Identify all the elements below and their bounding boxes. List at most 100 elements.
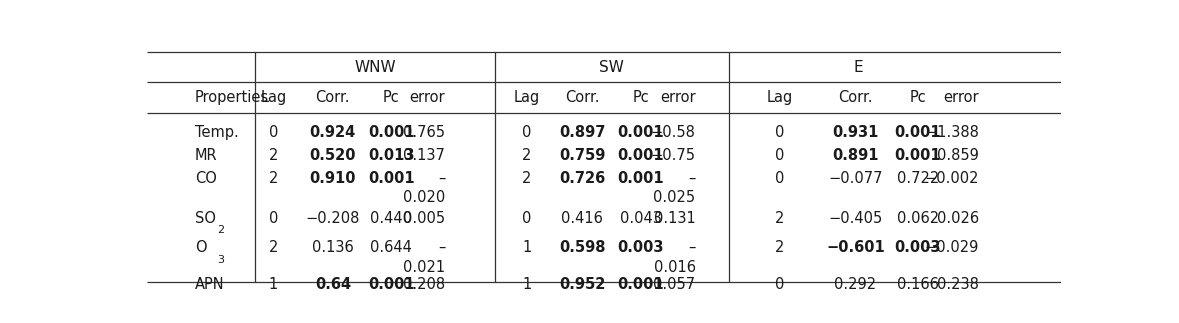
Text: Lag: Lag xyxy=(261,90,286,105)
Text: 2: 2 xyxy=(522,171,532,185)
Text: Corr.: Corr. xyxy=(838,90,872,105)
Text: 0: 0 xyxy=(775,171,784,185)
Text: 0.001: 0.001 xyxy=(618,171,664,185)
Text: 0.005: 0.005 xyxy=(403,211,446,226)
Text: 0: 0 xyxy=(522,125,532,140)
Text: 0: 0 xyxy=(775,125,784,140)
Text: 2: 2 xyxy=(269,240,278,255)
Text: 0.136: 0.136 xyxy=(312,240,354,255)
Text: 0.952: 0.952 xyxy=(559,277,606,292)
Text: Lag: Lag xyxy=(513,90,540,105)
Text: 0: 0 xyxy=(775,148,784,163)
Text: 1: 1 xyxy=(522,277,532,292)
Text: Pc: Pc xyxy=(632,90,650,105)
Text: 0.001: 0.001 xyxy=(618,148,664,163)
Text: 2: 2 xyxy=(775,240,784,255)
Text: 0.644: 0.644 xyxy=(370,240,413,255)
Text: Pc: Pc xyxy=(909,90,926,105)
Text: APN: APN xyxy=(195,277,224,292)
Text: 0.025: 0.025 xyxy=(653,191,696,205)
Text: −0.077: −0.077 xyxy=(829,171,883,185)
Text: E: E xyxy=(854,60,863,75)
Text: O: O xyxy=(195,240,206,255)
Text: 0.001: 0.001 xyxy=(618,277,664,292)
Text: 0.001: 0.001 xyxy=(368,277,415,292)
Text: SO: SO xyxy=(195,211,216,226)
Text: 0: 0 xyxy=(522,211,532,226)
Text: 0.722: 0.722 xyxy=(896,171,938,185)
Text: 1: 1 xyxy=(522,240,532,255)
Text: Pc: Pc xyxy=(383,90,400,105)
Text: 0: 0 xyxy=(269,125,278,140)
Text: 0.166: 0.166 xyxy=(897,277,938,292)
Text: −1.388: −1.388 xyxy=(926,125,979,140)
Text: 0.057: 0.057 xyxy=(653,277,696,292)
Text: 0.003: 0.003 xyxy=(618,240,664,255)
Text: −0.208: −0.208 xyxy=(305,211,360,226)
Text: CO: CO xyxy=(195,171,217,185)
Text: 0.910: 0.910 xyxy=(310,171,356,185)
Text: 1: 1 xyxy=(269,277,278,292)
Text: 0.238: 0.238 xyxy=(937,277,979,292)
Text: 2: 2 xyxy=(269,148,278,163)
Text: Lag: Lag xyxy=(766,90,792,105)
Text: 0.016: 0.016 xyxy=(653,260,696,275)
Text: 0.208: 0.208 xyxy=(403,277,446,292)
Text: −0.029: −0.029 xyxy=(924,240,979,255)
Text: 0.062: 0.062 xyxy=(896,211,938,226)
Text: 0.131: 0.131 xyxy=(654,211,696,226)
Text: 0.891: 0.891 xyxy=(832,148,878,163)
Text: −0.58: −0.58 xyxy=(651,125,696,140)
Text: 0.897: 0.897 xyxy=(559,125,606,140)
Text: 0.931: 0.931 xyxy=(832,125,878,140)
Text: –: – xyxy=(437,240,446,255)
Text: Corr.: Corr. xyxy=(565,90,600,105)
Text: MR: MR xyxy=(195,148,217,163)
Text: 0.64: 0.64 xyxy=(315,277,351,292)
Text: 0.003: 0.003 xyxy=(895,240,941,255)
Text: Properties: Properties xyxy=(195,90,269,105)
Text: error: error xyxy=(943,90,979,105)
Text: 0.416: 0.416 xyxy=(561,211,604,226)
Text: 0.292: 0.292 xyxy=(835,277,876,292)
Text: 0.137: 0.137 xyxy=(403,148,446,163)
Text: 0.726: 0.726 xyxy=(559,171,606,185)
Text: −0.75: −0.75 xyxy=(651,148,696,163)
Text: 0.026: 0.026 xyxy=(937,211,979,226)
Text: −0.002: −0.002 xyxy=(924,171,979,185)
Text: 0: 0 xyxy=(269,211,278,226)
Text: 0.001: 0.001 xyxy=(895,125,941,140)
Text: 0.765: 0.765 xyxy=(403,125,446,140)
Text: 2: 2 xyxy=(522,148,532,163)
Text: 2: 2 xyxy=(269,171,278,185)
Text: 0.520: 0.520 xyxy=(310,148,356,163)
Text: 0.759: 0.759 xyxy=(559,148,606,163)
Text: Corr.: Corr. xyxy=(316,90,350,105)
Text: –: – xyxy=(437,171,446,185)
Text: 0.013: 0.013 xyxy=(368,148,415,163)
Text: 0.001: 0.001 xyxy=(368,125,415,140)
Text: 0.859: 0.859 xyxy=(937,148,979,163)
Text: 0.598: 0.598 xyxy=(559,240,606,255)
Text: 0.001: 0.001 xyxy=(895,148,941,163)
Text: SW: SW xyxy=(599,60,624,75)
Text: −0.405: −0.405 xyxy=(829,211,883,226)
Text: 0.020: 0.020 xyxy=(403,191,446,205)
Text: –: – xyxy=(689,240,696,255)
Text: 0.440: 0.440 xyxy=(370,211,413,226)
Text: 0.021: 0.021 xyxy=(403,260,446,275)
Text: Temp.: Temp. xyxy=(195,125,238,140)
Text: −0.601: −0.601 xyxy=(826,240,885,255)
Text: 0: 0 xyxy=(775,277,784,292)
Text: WNW: WNW xyxy=(354,60,396,75)
Text: 2: 2 xyxy=(775,211,784,226)
Text: error: error xyxy=(660,90,696,105)
Text: 2: 2 xyxy=(217,225,224,235)
Text: 0.001: 0.001 xyxy=(368,171,415,185)
Text: 0.924: 0.924 xyxy=(310,125,356,140)
Text: error: error xyxy=(409,90,446,105)
Text: 0.001: 0.001 xyxy=(618,125,664,140)
Text: –: – xyxy=(689,171,696,185)
Text: 0.043: 0.043 xyxy=(620,211,661,226)
Text: 3: 3 xyxy=(217,255,224,265)
